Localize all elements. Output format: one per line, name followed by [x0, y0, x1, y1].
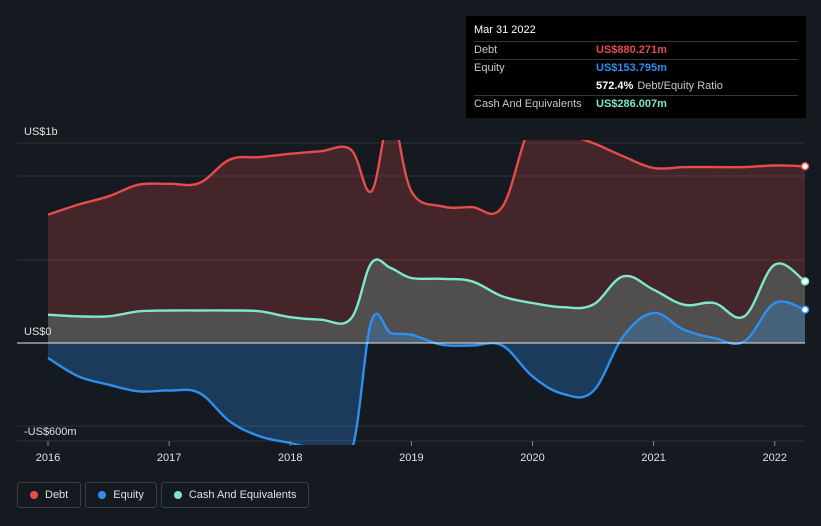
- x-tick-label: 2016: [36, 452, 60, 464]
- debt-line: [47, 140, 805, 216]
- legend-equity-label: Equity: [113, 489, 144, 501]
- legend-cash[interactable]: Cash And Equivalents: [160, 482, 310, 508]
- legend-debt-label: Debt: [45, 489, 69, 501]
- tooltip-debt-value: US$880.271m: [596, 44, 667, 56]
- legend-cash-label: Cash And Equivalents: [188, 489, 297, 501]
- tooltip-ratio-value: 572.4%: [596, 80, 634, 92]
- cash-and-equivalents-line: [47, 258, 805, 325]
- legend-equity[interactable]: Equity: [85, 482, 157, 508]
- cash-and-equivalents-area: [48, 259, 805, 343]
- y-tick-zero: US$0: [24, 326, 52, 338]
- tooltip-row-ratio: 572.4% Debt/Equity Ratio: [474, 77, 798, 94]
- tooltip-date: Mar 31 2022: [474, 24, 536, 36]
- areas: [48, 140, 805, 445]
- x-tick-label: 2021: [641, 452, 665, 464]
- end-markers: [800, 162, 810, 314]
- legend-debt-dot-icon: [30, 491, 38, 499]
- x-tick-label: 2022: [762, 452, 786, 464]
- tooltip-debt-label: Debt: [474, 44, 498, 56]
- tooltip-row-equity: Equity US$153.795m: [474, 59, 798, 76]
- legend-equity-dot-icon: [98, 491, 107, 499]
- tooltip-cash-value: US$286.007m: [596, 98, 667, 110]
- x-tick-label: 2019: [399, 452, 423, 464]
- tooltip-equity-value: US$153.795m: [596, 62, 667, 74]
- y-tick-bottom: -US$600m: [24, 426, 77, 438]
- y-tick-top: US$1b: [24, 126, 58, 138]
- series-lines: [47, 140, 805, 445]
- tooltip: Mar 31 2022 Debt US$880.271m Equity US$1…: [466, 16, 806, 118]
- x-axis: 2016 2017 2018 2019 2020 2021 2022: [36, 441, 787, 464]
- x-tick-label: 2018: [278, 452, 302, 464]
- tooltip-cash-label: Cash And Equivalents: [474, 98, 582, 110]
- tooltip-row-debt: Debt US$880.271m: [474, 41, 798, 58]
- cash-and-equivalents-end-marker: [800, 277, 810, 286]
- tooltip-row-cash: Cash And Equivalents US$286.007m: [474, 95, 798, 112]
- legend: Debt Equity Cash And Equivalents: [17, 482, 310, 510]
- legend-debt[interactable]: Debt: [17, 482, 82, 508]
- debt-area: [48, 140, 805, 343]
- x-tick-label: 2017: [157, 452, 181, 464]
- x-tick-label: 2020: [520, 452, 544, 464]
- equity-line: [47, 300, 805, 445]
- debt-end-marker: [800, 162, 810, 171]
- tooltip-equity-label: Equity: [474, 62, 505, 74]
- equity-area: [48, 301, 805, 445]
- tooltip-ratio-label: Debt/Equity Ratio: [637, 80, 723, 92]
- legend-cash-dot-icon: [173, 491, 182, 499]
- equity-end-marker: [800, 305, 810, 314]
